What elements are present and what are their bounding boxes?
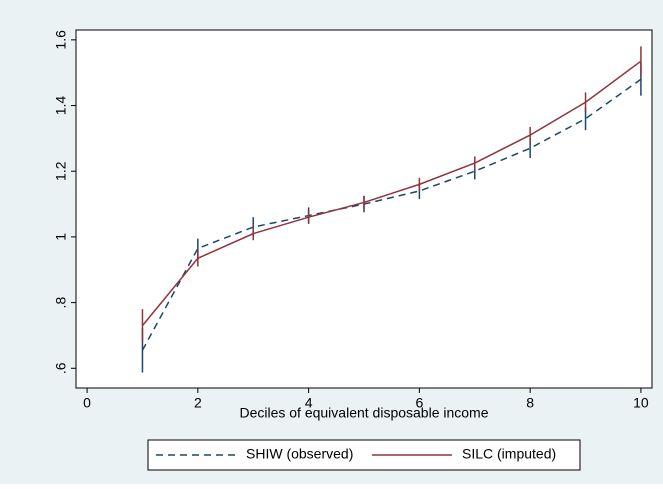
x-tick-label: 2 [194, 395, 202, 411]
series-line [141, 60, 642, 327]
x-tick-label: 0 [83, 395, 91, 411]
y-tick-label: .6 [53, 362, 69, 374]
x-axis-label: Deciles of equivalent disposable income [239, 405, 488, 421]
x-tick-label: 8 [526, 395, 534, 411]
legend-label: SILC (imputed) [462, 446, 556, 462]
y-tick-label: .8 [53, 297, 69, 309]
y-tick-label: 1.6 [53, 30, 69, 50]
series-line [141, 78, 642, 351]
y-tick-label: 1.2 [53, 161, 69, 181]
x-tick-label: 4 [305, 395, 313, 411]
y-tick-label: 1.4 [53, 96, 69, 116]
legend-label: SHIW (observed) [246, 446, 353, 462]
y-tick-label: 1 [53, 233, 69, 241]
x-tick-label: 6 [415, 395, 423, 411]
x-tick-label: 10 [633, 395, 649, 411]
